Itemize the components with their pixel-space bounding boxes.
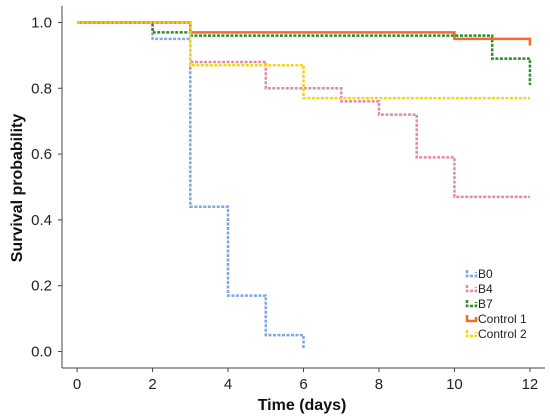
legend-swatch (465, 315, 478, 323)
x-tick-label: 6 (299, 376, 307, 393)
legend-entry: Control 1 (465, 312, 527, 326)
legend-swatch (465, 330, 478, 338)
x-tick-label: 4 (224, 376, 232, 393)
legend-label: B4 (478, 282, 493, 296)
legend-entry: B0 (465, 267, 493, 281)
x-axis-title: Time (days) (258, 397, 347, 414)
series-line-control-2 (77, 21, 530, 100)
series-lines (77, 21, 532, 349)
series-line-b7 (77, 21, 532, 85)
legend-swatch (465, 300, 478, 308)
legend-label: Control 2 (478, 327, 527, 341)
x-tick-label: 8 (375, 376, 383, 393)
y-axis-title: Survival probability (9, 114, 26, 263)
x-tick-label: 12 (522, 376, 539, 393)
legend-label: Control 1 (478, 312, 527, 326)
x-tick-label: 10 (446, 376, 463, 393)
x-tick-label: 0 (73, 376, 81, 393)
legend-swatch (465, 285, 478, 293)
legend-label: B7 (478, 297, 493, 311)
legend-entry: Control 2 (465, 327, 527, 341)
y-tick-label: 0.8 (31, 80, 52, 97)
y-tick-label: 0.2 (31, 278, 52, 295)
y-tick-label: 1.0 (31, 14, 52, 31)
y-tick-label: 0.6 (31, 146, 52, 163)
legend-entry: B4 (465, 282, 493, 296)
y-tick-label: 0.4 (31, 212, 52, 229)
legend-entry: B7 (465, 297, 493, 311)
x-tick-label: 2 (148, 376, 156, 393)
axes: 0 2 4 6 8 10 12 0.0 0.2 0.4 0.6 0.8 1.0 (31, 6, 545, 393)
series-line-b0 (77, 21, 305, 349)
series-line-b4 (77, 21, 530, 199)
legend-label: B0 (478, 267, 493, 281)
legend-swatch (465, 270, 478, 278)
series-line-control-1 (77, 21, 532, 46)
y-tick-label: 0.0 (31, 344, 52, 361)
